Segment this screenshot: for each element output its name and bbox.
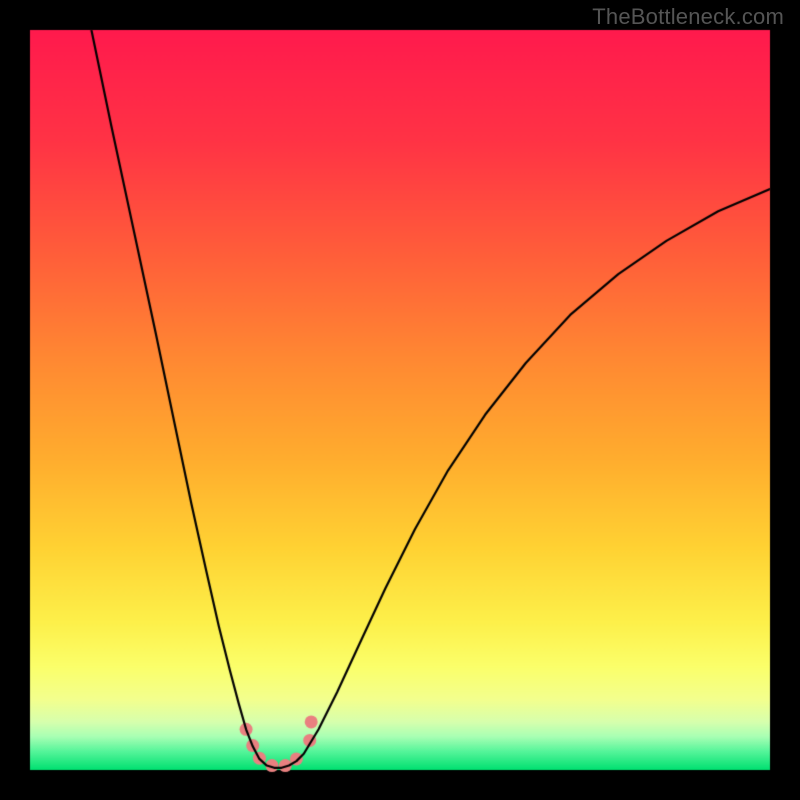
bottleneck-curve: [0, 0, 800, 800]
watermark-text: TheBottleneck.com: [592, 4, 784, 30]
chart-frame: [0, 0, 800, 800]
